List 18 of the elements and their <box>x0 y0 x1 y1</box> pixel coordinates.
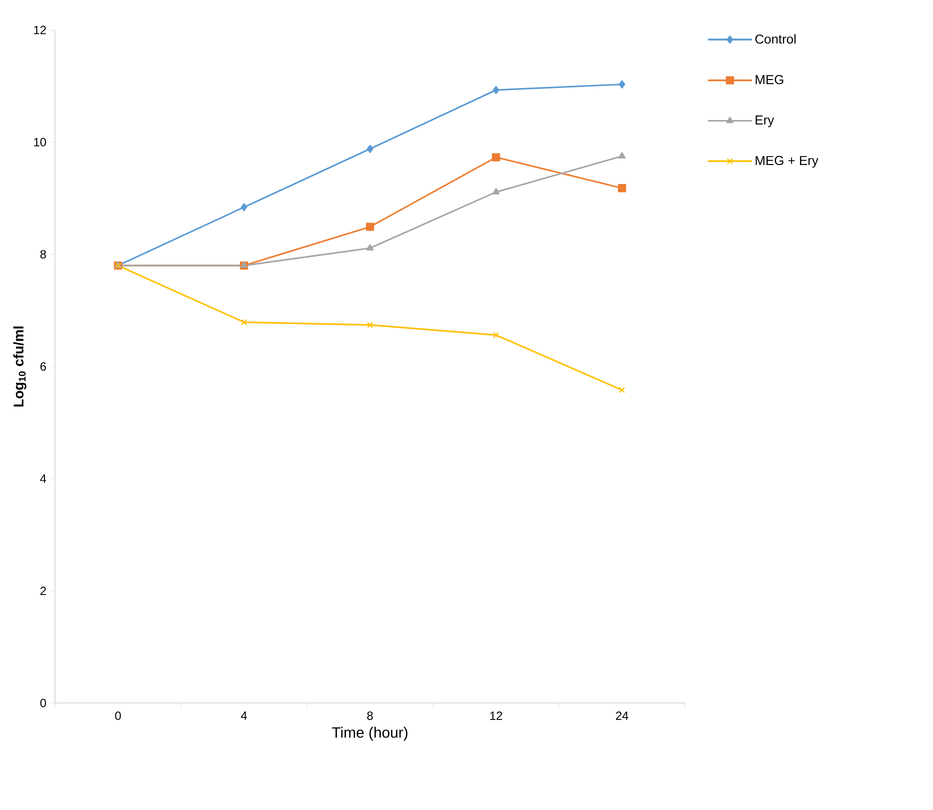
y-tick-label: 4 <box>40 474 46 483</box>
x-tick-label: 0 <box>115 712 121 720</box>
y-tick-label: 10 <box>34 138 46 146</box>
y-tick-label: 6 <box>40 362 46 371</box>
y-tick-label: 12 <box>34 26 46 34</box>
x-axis-title: Time (hour) <box>332 726 408 741</box>
y-axis-title: Log$_{10}$ cfu/ml <box>13 326 26 406</box>
x-tick-label: 24 <box>616 712 628 720</box>
x-tick-label: 4 <box>240 712 247 720</box>
legend-label: Control <box>755 34 796 44</box>
x-tick-label: 8 <box>367 712 373 720</box>
y-tick-label: 0 <box>40 698 46 708</box>
legend-label: Ery <box>756 116 774 128</box>
y-tick-label: 8 <box>40 250 46 259</box>
y-tick-label: 2 <box>40 586 46 595</box>
legend-label: MEG <box>756 75 784 84</box>
legend-label: MEG + Ery <box>756 156 818 168</box>
x-tick-label: 12 <box>490 712 502 720</box>
